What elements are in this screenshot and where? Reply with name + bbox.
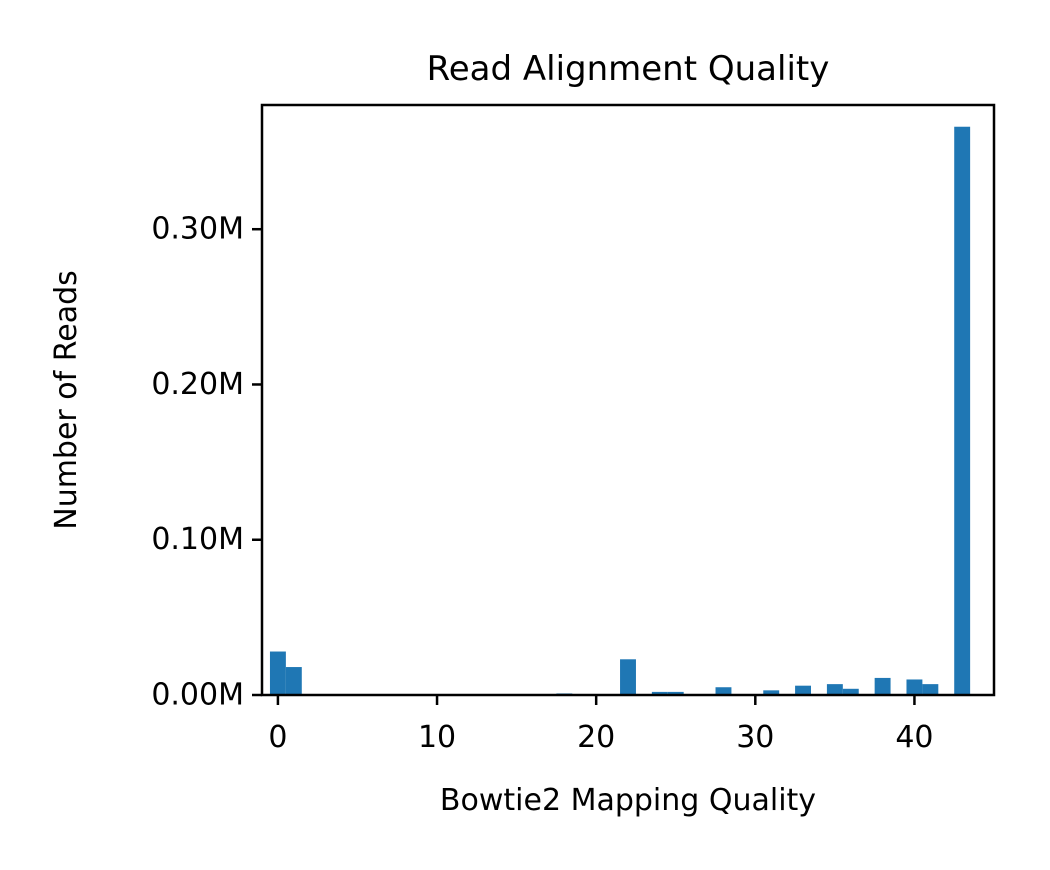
bar-q24 <box>651 691 668 695</box>
bar-q43 <box>954 126 971 696</box>
bar-q28 <box>715 687 732 695</box>
x-axis-ticks: 0 10 20 30 40 <box>268 695 934 755</box>
y-tick-label: 0.00M <box>151 678 244 713</box>
bar-q31 <box>763 690 780 695</box>
y-tick-label: 0.10M <box>151 522 244 557</box>
x-tick-label: 30 <box>736 720 774 755</box>
y-tick-label: 0.30M <box>151 212 244 247</box>
bar-q36 <box>842 688 859 695</box>
x-tick-label: 10 <box>418 720 456 755</box>
bar-q1 <box>285 667 302 695</box>
plot-frame <box>260 103 996 697</box>
y-axis-label: Number of Reads <box>49 270 84 530</box>
x-tick-label: 0 <box>268 720 287 755</box>
chart-title: Read Alignment Quality <box>427 49 830 89</box>
x-tick-label: 20 <box>577 720 615 755</box>
bar-q25 <box>667 691 684 695</box>
y-axis-ticks: 0.00M 0.10M 0.20M 0.30M <box>151 212 262 713</box>
bars-group <box>269 126 971 696</box>
bar-q35 <box>826 684 843 695</box>
bar-q22 <box>620 659 636 695</box>
y-tick-label: 0.20M <box>151 367 244 402</box>
bar-q38 <box>874 677 891 695</box>
bar-q40 <box>906 679 923 695</box>
x-axis-label: Bowtie2 Mapping Quality <box>440 783 816 818</box>
x-tick-label: 40 <box>895 720 933 755</box>
bar-q0 <box>269 651 286 695</box>
bar-q41 <box>922 684 939 695</box>
bar-q33 <box>795 685 811 695</box>
